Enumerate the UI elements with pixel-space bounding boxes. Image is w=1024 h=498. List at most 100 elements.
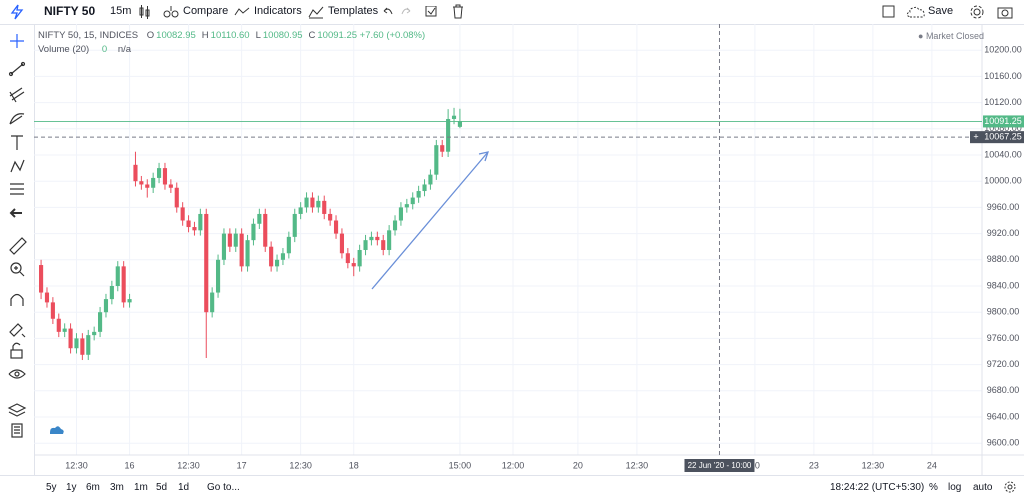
- candle-icon[interactable]: [138, 5, 152, 19]
- bottom-toolbar: 5y 1y 6m 3m 1m 5d 1d Go to... 18:24:22 (UTC+5:…: [0, 475, 1024, 498]
- clock: 18:24:22 (UTC+5:30): [830, 482, 925, 493]
- auto-toggle[interactable]: auto: [973, 482, 993, 493]
- candle-body: [387, 230, 392, 250]
- legend-row: Volume (20) 0 n/a: [38, 44, 425, 55]
- range-button[interactable]: 5y: [46, 482, 57, 493]
- indicators-icon[interactable]: [234, 6, 250, 18]
- range-button[interactable]: 3m: [110, 482, 124, 493]
- y-tick-label: 9680.00: [987, 385, 1020, 395]
- y-tick-label: 9920.00: [987, 228, 1020, 238]
- candle-body: [363, 240, 368, 250]
- y-tick-label: 10040.00: [984, 149, 1022, 159]
- candle-body: [257, 213, 262, 224]
- legend-value: 10091.25: [317, 30, 358, 41]
- candle-body: [74, 338, 79, 349]
- templates-button[interactable]: Templates: [328, 5, 379, 17]
- candle-body: [357, 249, 362, 267]
- legend-key: C: [308, 30, 316, 41]
- legend-key: L: [255, 30, 261, 41]
- candle-body: [221, 233, 227, 260]
- candle-body: [310, 197, 315, 208]
- candle-body: [416, 191, 421, 198]
- candle-body: [80, 338, 85, 355]
- last-price-tag: [983, 115, 1024, 128]
- range-button[interactable]: 1d: [178, 482, 190, 493]
- crosshair-price-tag: [970, 131, 1024, 144]
- log-toggle[interactable]: log: [948, 482, 962, 493]
- candle-body: [133, 164, 138, 182]
- range-button[interactable]: 5d: [156, 482, 168, 493]
- candle-body: [351, 263, 356, 267]
- legend-value: 10080.95: [262, 30, 303, 41]
- top-toolbar: NIFTY 50 15m Compare Indicators Template…: [0, 0, 1024, 25]
- candle-body: [92, 331, 97, 336]
- range-button[interactable]: 1m: [134, 482, 148, 493]
- percent-toggle[interactable]: %: [929, 482, 938, 493]
- indicators-button[interactable]: Indicators: [254, 5, 302, 17]
- candle-body: [192, 227, 197, 231]
- y-tick-label: 9760.00: [987, 333, 1020, 343]
- candle-body: [103, 299, 109, 313]
- layout-icon[interactable]: [882, 5, 896, 19]
- goto[interactable]: Go to...: [207, 482, 240, 493]
- candle-body: [186, 220, 191, 228]
- candle-body: [446, 118, 451, 152]
- candle-body: [375, 236, 380, 241]
- candle-body: [215, 259, 221, 293]
- drawing-tools[interactable]: [0, 24, 34, 475]
- candle-body: [457, 121, 462, 127]
- cloud-icon[interactable]: [906, 6, 926, 18]
- candle-body: [86, 335, 91, 355]
- x-tick-label: 24: [927, 460, 937, 470]
- last-price-label: 10091.25: [984, 116, 1022, 126]
- range-button[interactable]: 6m: [86, 482, 100, 493]
- candle-body: [333, 220, 339, 234]
- trash-icon[interactable]: [452, 4, 464, 19]
- candle-body: [381, 240, 386, 250]
- market-status: ● Market Closed: [918, 31, 984, 41]
- y-tick-label: 10120.00: [984, 97, 1022, 107]
- axis-settings[interactable]: [1004, 481, 1016, 493]
- symbol[interactable]: NIFTY 50: [44, 4, 96, 18]
- undo-redo[interactable]: [382, 6, 442, 18]
- x-tick-label: 12:30: [862, 460, 885, 470]
- y-tick-label: 9840.00: [987, 280, 1020, 290]
- x-tick-label: 12:00: [502, 460, 525, 470]
- x-tick-label: 20: [573, 460, 583, 470]
- candle-body: [410, 197, 415, 205]
- candle-body: [280, 253, 286, 260]
- x-tick-label: 17: [237, 460, 247, 470]
- candle-body: [139, 181, 144, 185]
- range-button[interactable]: 1y: [66, 482, 77, 493]
- compare-button[interactable]: Compare: [183, 5, 229, 17]
- y-tick-label: 10080.00: [984, 123, 1022, 133]
- candle-body: [145, 184, 150, 188]
- x-tick-label: 16: [125, 460, 135, 470]
- x-tick-label: 23: [809, 460, 819, 470]
- y-tick-label: 9640.00: [987, 411, 1020, 421]
- settings-camera[interactable]: [969, 4, 1017, 20]
- legend-symbol[interactable]: NIFTY 50, 15, INDICES: [38, 30, 139, 41]
- templates-icon[interactable]: [308, 5, 324, 19]
- x-tick-label: 18: [349, 460, 359, 470]
- candle-body: [274, 259, 280, 267]
- candle-body: [168, 184, 173, 188]
- candle-body: [286, 236, 291, 254]
- x-tick-label: 12:30: [65, 460, 88, 470]
- candle-body: [204, 213, 209, 313]
- candle-body: [245, 240, 250, 267]
- save-button[interactable]: Save: [928, 5, 954, 17]
- interval[interactable]: 15m: [110, 5, 132, 17]
- volume-value: 0: [101, 44, 108, 55]
- candle-body: [233, 233, 238, 247]
- y-tick-label: 9600.00: [987, 438, 1020, 448]
- candle-body: [398, 207, 403, 221]
- logo-icon[interactable]: [10, 4, 24, 20]
- candle-body: [404, 204, 409, 208]
- candle-body: [451, 115, 457, 119]
- volume-extra: n/a: [117, 44, 132, 55]
- trend-arrow-head: [478, 151, 489, 162]
- compare-icon[interactable]: [163, 5, 179, 19]
- volume-name[interactable]: Volume (20): [38, 44, 90, 55]
